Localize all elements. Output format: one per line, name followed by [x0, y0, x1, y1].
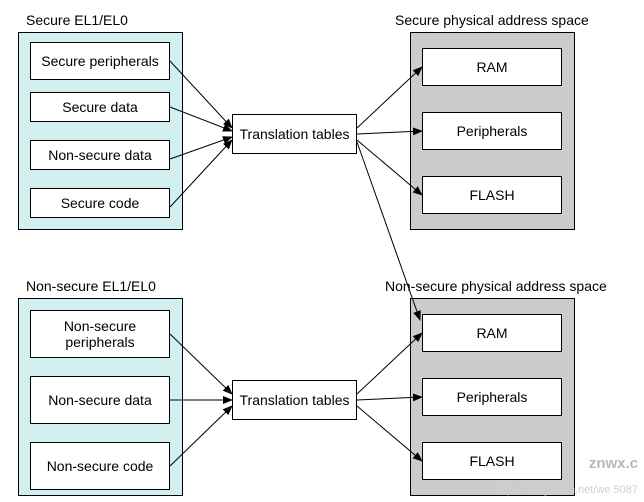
arrows-svg — [0, 0, 644, 502]
watermark-2: https://blog.csdn.net/we 5087 — [495, 484, 638, 496]
watermark-1: znwx.c — [589, 455, 638, 472]
